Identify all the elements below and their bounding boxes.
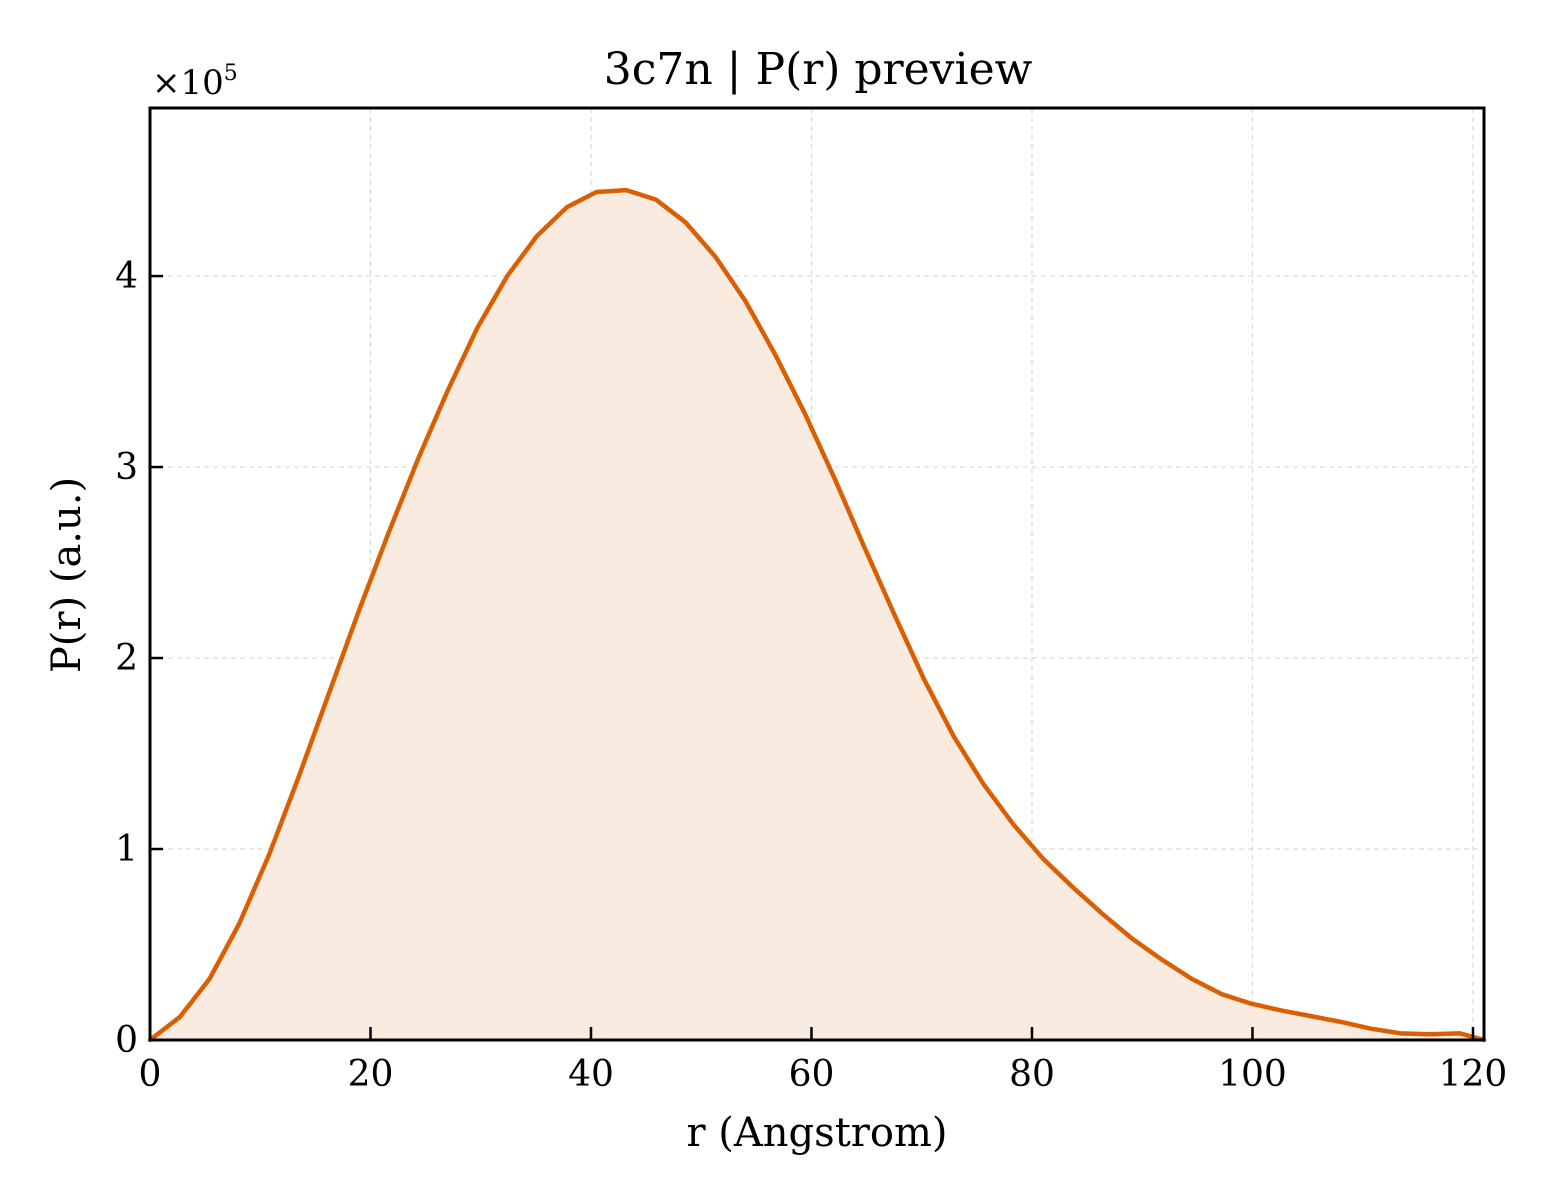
- x-tick-label: 0: [139, 1054, 162, 1095]
- y-offset-label: ×105: [152, 61, 238, 103]
- x-tick-label: 20: [348, 1054, 394, 1095]
- series-line: [147, 187, 1487, 1043]
- x-tick-label: 80: [1009, 1054, 1055, 1095]
- y-offset-base: ×10: [152, 63, 224, 103]
- y-tick-label: 0: [115, 1020, 138, 1061]
- y-axis-ticks: 0 1 2 3 4: [115, 256, 163, 1061]
- plot-frame: [148, 106, 1486, 1042]
- y-tick-label: 3: [115, 447, 138, 488]
- y-tick-label: 4: [115, 256, 138, 297]
- y-offset-exponent: 5: [224, 61, 238, 86]
- x-axis-ticks: 0 20 40 60 80 100 120: [139, 1027, 1508, 1095]
- chart-title: 3c7n | P(r) preview: [604, 44, 1033, 95]
- x-tick-label: 100: [1218, 1054, 1287, 1095]
- x-axis-label: r (Angstrom): [686, 1110, 947, 1156]
- y-tick-label: 1: [115, 829, 138, 870]
- area-fill: [150, 190, 1484, 1040]
- x-tick-label: 40: [568, 1054, 614, 1095]
- x-tick-label: 60: [789, 1054, 835, 1095]
- x-tick-label: 120: [1439, 1054, 1508, 1095]
- y-axis-label: P(r) (a.u.): [44, 477, 90, 673]
- y-tick-label: 2: [115, 638, 138, 679]
